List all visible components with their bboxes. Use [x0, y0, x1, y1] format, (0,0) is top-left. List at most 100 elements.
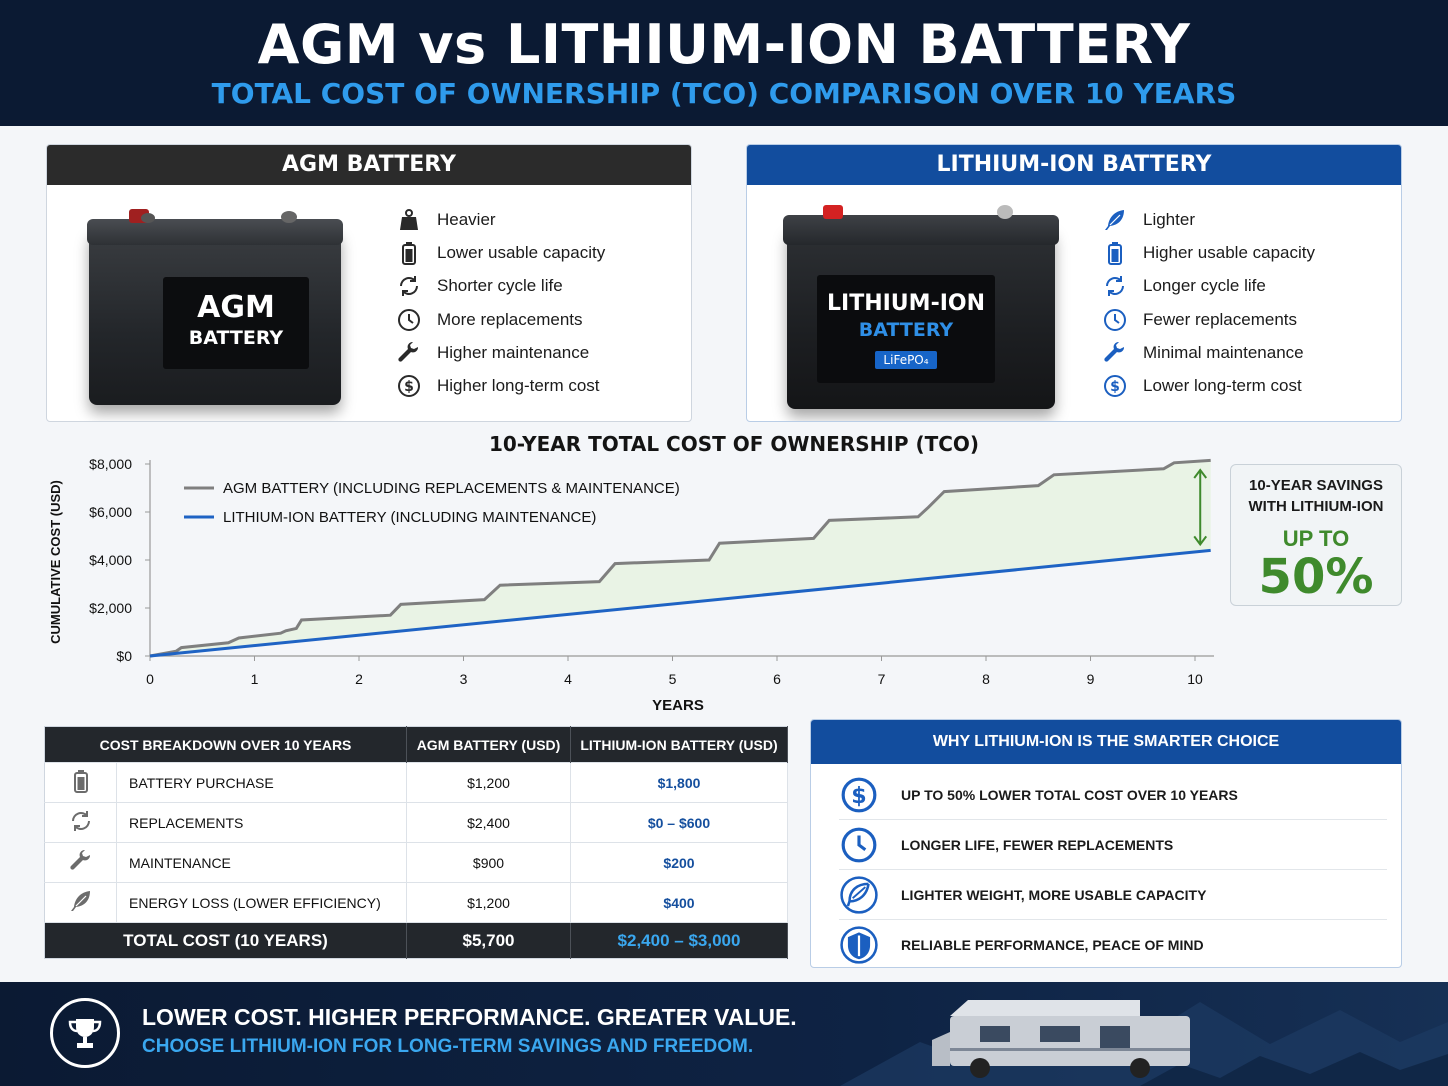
wrench-icon [44, 842, 117, 883]
svg-text:$: $ [404, 379, 414, 395]
agm-feature-label: Heavier [437, 209, 496, 229]
why-lithium-title: WHY LITHIUM-ION IS THE SMARTER CHOICE [811, 720, 1401, 764]
why-item-label: RELIABLE PERFORMANCE, PEACE OF MIND [901, 937, 1204, 953]
agm-feature-label: Shorter cycle life [437, 276, 563, 296]
table-row: BATTERY PURCHASE $1,200 $1,800 [44, 762, 788, 803]
dollar-icon: $ [1101, 372, 1129, 400]
x-tick-label: 3 [460, 671, 468, 687]
chart-title: 10-YEAR TOTAL COST OF OWNERSHIP (TCO) [488, 432, 980, 456]
agm-card: AGM BATTERY AGM BATTERY Heavier Lower usa… [46, 144, 692, 422]
agm-series-line [149, 458, 1211, 658]
lithium-feature-item: $ Lower long-term cost [1101, 369, 1315, 402]
feather-icon [1101, 206, 1129, 234]
y-tick-label: $4,000 [89, 552, 132, 568]
feather-icon [44, 882, 117, 923]
lithium-battery-label-top: LITHIUM-ION [827, 291, 985, 316]
row-agm-value: $1,200 [406, 882, 571, 923]
row-lithium-value: $0 – $600 [570, 802, 788, 843]
savings-arrow-head-top [1193, 468, 1208, 479]
why-list-item: LIGHTER WEIGHT, MORE USABLE CAPACITY [839, 870, 1387, 920]
agm-feature-label: Lower usable capacity [437, 242, 606, 262]
table-header-breakdown: COST BREAKDOWN OVER 10 YEARS [44, 726, 407, 763]
y-tick-label: $8,000 [89, 456, 132, 472]
agm-card-title: AGM BATTERY [47, 145, 691, 185]
footer-headline: LOWER COST. HIGHER PERFORMANCE. GREATER … [142, 1004, 797, 1030]
shield-icon [839, 925, 879, 965]
total-lithium-value: $2,400 – $3,000 [570, 922, 788, 959]
savings-line2: WITH LITHIUM-ION [1248, 498, 1384, 515]
agm-battery-image: AGM BATTERY [87, 209, 343, 405]
table-header-row: COST BREAKDOWN OVER 10 YEARS AGM BATTERY… [44, 726, 788, 763]
svg-text:$: $ [1110, 379, 1120, 395]
agm-feature-item: Higher maintenance [395, 336, 605, 369]
y-axis-label: CUMULATIVE COST (USD) [48, 480, 63, 644]
why-lithium-panel: WHY LITHIUM-ION IS THE SMARTER CHOICE $ … [810, 719, 1402, 968]
dollar-icon: $ [839, 775, 879, 815]
agm-battery-label-bottom: BATTERY [188, 327, 284, 349]
lithium-card: LITHIUM-ION BATTERY LITHIUM-ION BATTERY … [746, 144, 1402, 422]
wrench-icon [1101, 339, 1129, 367]
y-tick-label: $6,000 [89, 504, 132, 520]
lithium-feature-item: Higher usable capacity [1101, 236, 1315, 269]
savings-line1: 10-YEAR SAVINGS [1249, 477, 1383, 494]
x-tick-label: 0 [146, 671, 154, 687]
agm-feature-label: Higher long-term cost [437, 376, 600, 396]
x-tick-label: 9 [1087, 671, 1095, 687]
row-label: ENERGY LOSS (LOWER EFFICIENCY) [116, 882, 407, 923]
table-row: MAINTENANCE $900 $200 [44, 842, 788, 883]
lithium-feature-item: Longer cycle life [1101, 270, 1315, 303]
agm-battery-label-top: AGM [197, 290, 275, 325]
clock-icon [395, 306, 423, 334]
trophy-icon [50, 998, 120, 1068]
lithium-feature-item: Fewer replacements [1101, 303, 1315, 336]
row-lithium-value: $400 [570, 882, 788, 923]
x-tick-label: 7 [878, 671, 886, 687]
agm-feature-item: Lower usable capacity [395, 236, 605, 269]
y-tick-label: $0 [116, 648, 132, 664]
x-tick-label: 6 [773, 671, 781, 687]
footer-tagline: CHOOSE LITHIUM-ION FOR LONG-TERM SAVINGS… [142, 1036, 754, 1057]
lithium-feature-list: Lighter Higher usable capacity Longer cycl… [1101, 203, 1315, 403]
x-tick-label: 10 [1187, 671, 1203, 687]
total-label: TOTAL COST (10 YEARS) [44, 922, 407, 959]
agm-feature-item: Shorter cycle life [395, 270, 605, 303]
cycle-icon [395, 272, 423, 300]
lithium-battery-label: LITHIUM-ION BATTERY LiFePO₄ [817, 275, 995, 383]
battery-icon [44, 762, 117, 803]
why-list-item: RELIABLE PERFORMANCE, PEACE OF MIND [839, 920, 1387, 967]
lithium-battery-image: LITHIUM-ION BATTERY LiFePO₄ [783, 205, 1059, 409]
battery-icon [1101, 239, 1129, 267]
savings-arrow-head-bottom [1193, 535, 1208, 547]
savings-area [150, 460, 1211, 656]
x-tick-label: 8 [982, 671, 990, 687]
footer-banner: LOWER COST. HIGHER PERFORMANCE. GREATER … [0, 982, 1448, 1086]
svg-text:$: $ [851, 782, 866, 808]
why-item-label: LONGER LIFE, FEWER REPLACEMENTS [901, 836, 1174, 853]
agm-battery-label: AGM BATTERY [163, 277, 309, 369]
why-item-label: UP TO 50% LOWER TOTAL COST OVER 10 YEARS [901, 786, 1238, 803]
x-tick-label: 5 [669, 671, 677, 687]
row-lithium-value: $200 [570, 842, 788, 883]
row-lithium-value: $1,800 [570, 762, 788, 803]
why-item-label: LIGHTER WEIGHT, MORE USABLE CAPACITY [901, 886, 1207, 903]
agm-feature-list: Heavier Lower usable capacity Shorter cycl… [395, 203, 605, 403]
row-agm-value: $1,200 [406, 762, 571, 803]
table-row: REPLACEMENTS $2,400 $0 – $600 [44, 802, 788, 843]
wrench-icon [395, 339, 423, 367]
lithium-feature-label: Higher usable capacity [1143, 242, 1315, 262]
cycle-icon [1101, 272, 1129, 300]
row-agm-value: $900 [406, 842, 571, 883]
row-label: MAINTENANCE [116, 842, 407, 883]
lithium-feature-item: Minimal maintenance [1101, 336, 1315, 369]
row-label: BATTERY PURCHASE [116, 762, 407, 803]
tco-line-chart: $0 $2,000 $4,000 $6,000 $8,000 0 1 2 3 4 5 6 7 8 9 10 YE… [48, 456, 1214, 714]
table-total-row: TOTAL COST (10 YEARS) $5,700 $2,400 – $3… [44, 922, 788, 959]
agm-feature-label: More replacements [437, 309, 583, 329]
weight-icon [395, 206, 423, 234]
savings-callout: 10-YEAR SAVINGS WITH LITHIUM-ION UP TO 5… [1230, 464, 1402, 606]
lithium-feature-label: Fewer replacements [1143, 309, 1298, 329]
clock-icon [839, 825, 879, 865]
agm-feature-item: $ Higher long-term cost [395, 369, 605, 402]
why-list-item: LONGER LIFE, FEWER REPLACEMENTS [839, 820, 1387, 870]
y-tick-label: $2,000 [89, 600, 132, 616]
